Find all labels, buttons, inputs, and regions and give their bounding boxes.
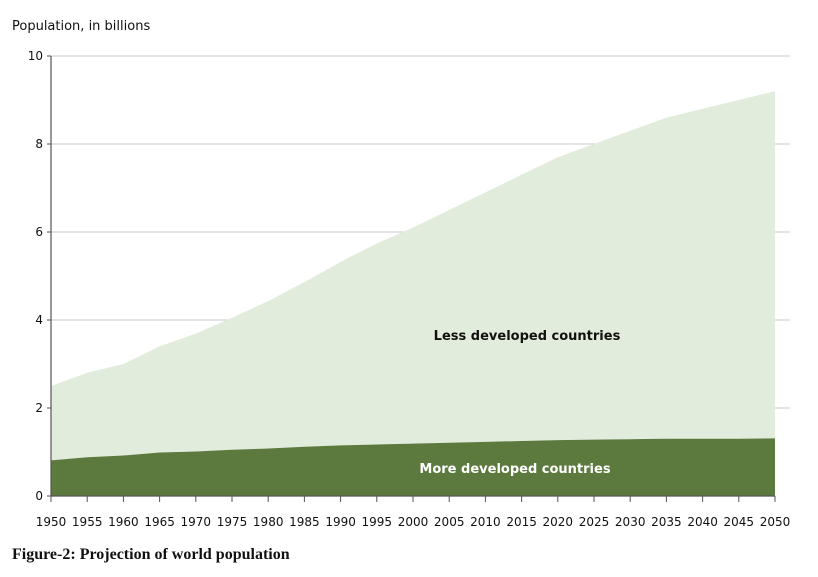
x-tick-label: 2010 [470,515,501,529]
series-label-less-developed: Less developed countries [434,329,621,344]
y-axis-title: Population, in billions [12,19,151,34]
x-tick-label: 1970 [181,515,212,529]
x-tick-label: 1955 [72,515,103,529]
y-tick-label: 8 [35,137,43,151]
x-tick-label: 2050 [760,515,791,529]
y-tick-label: 0 [35,489,43,503]
x-tick-label: 2040 [687,515,718,529]
x-tick-label: 2005 [434,515,465,529]
x-tick-label: 2020 [543,515,574,529]
series-area-more-developed [51,438,775,496]
x-tick-label: 1990 [325,515,356,529]
x-tick-label: 1960 [108,515,139,529]
x-tick-label: 2000 [398,515,429,529]
y-tick-label: 6 [35,225,43,239]
x-tick-label: 2045 [724,515,755,529]
y-tick-label: 4 [35,313,43,327]
x-tick-label: 1965 [144,515,175,529]
series-label-more-developed: More developed countries [419,462,610,477]
x-tick-label: 2025 [579,515,610,529]
x-tick-label: 1995 [362,515,393,529]
series-area-less-developed [51,91,775,461]
x-tick-label: 2035 [651,515,682,529]
x-tick-label: 1980 [253,515,284,529]
x-tick-label: 1975 [217,515,248,529]
x-tick-label: 1950 [36,515,67,529]
figure-caption: Figure-2: Projection of world population [12,546,290,563]
x-tick-label: 2030 [615,515,646,529]
y-tick-label: 2 [35,401,43,415]
y-tick-label: 10 [28,49,43,63]
x-tick-label: 2015 [506,515,537,529]
x-tick-label: 1985 [289,515,320,529]
